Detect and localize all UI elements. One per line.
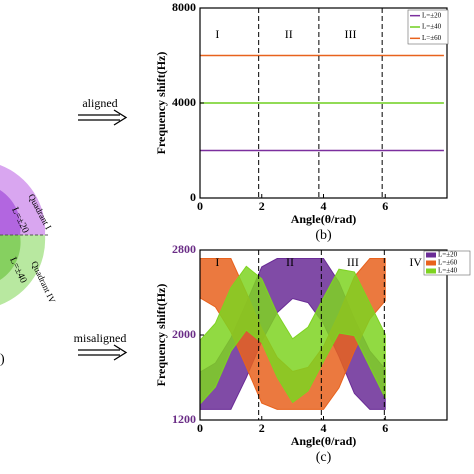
x-tick-label: 6 (382, 421, 388, 435)
diagram-label: Quadrant IV (29, 259, 57, 305)
arrow (78, 344, 128, 361)
region-label: II (285, 27, 293, 41)
arrow: aligned misaligned (74, 96, 128, 361)
legend-label: L=±40 (438, 267, 458, 275)
region-label: I (215, 27, 219, 41)
x-axis-title: Angle(θ/rad) (291, 434, 357, 448)
region-label: IV (409, 255, 422, 269)
legend-label: L=±60 (438, 259, 458, 267)
diagram: Quadrant I L=±20 L=±40 Quadrant IV ) (0, 165, 58, 367)
x-tick-label: 0 (197, 199, 203, 213)
x-tick-label: 2 (259, 199, 265, 213)
y-tick-label: 4000 (172, 95, 196, 109)
region-label: III (347, 255, 359, 269)
legend-label: L=±40 (422, 23, 442, 31)
region-label: II (286, 255, 294, 269)
inner-ring (0, 190, 21, 235)
arrow-label: misaligned (74, 331, 127, 345)
y-tick-label: 0 (190, 190, 196, 204)
x-axis-title: Angle(θ/rad) (291, 212, 357, 226)
diagram-label: ) (0, 352, 5, 367)
legend-label: L=±60 (422, 34, 442, 42)
panel-label: (c) (316, 450, 332, 465)
band (199, 265, 386, 406)
inner-ring (0, 235, 21, 280)
y-tick-label: 2000 (172, 327, 196, 341)
region-label: I (215, 255, 219, 269)
x-tick-label: 4 (321, 199, 327, 213)
y-axis-title: Frequency shift(Hz) (154, 284, 168, 387)
x-tick-label: 4 (321, 421, 327, 435)
chart: IIIIIIIV0400080000246Angle(θ/rad)Frequen… (154, 0, 449, 243)
arrow (78, 109, 128, 126)
panel-label: (b) (315, 228, 332, 243)
y-axis-title: Frequency shift(Hz) (154, 52, 168, 155)
region-label: III (345, 27, 357, 41)
x-tick-label: 0 (197, 421, 203, 435)
x-tick-label: 6 (382, 199, 388, 213)
y-tick-label: 8000 (172, 0, 196, 14)
x-tick-label: 2 (259, 421, 265, 435)
legend-swatch (426, 260, 436, 266)
y-tick-label: 2800 (172, 242, 196, 256)
legend-label: L=±20 (422, 11, 442, 19)
y-tick-label: 1200 (172, 412, 196, 426)
legend-label: L=±20 (438, 251, 458, 259)
legend-swatch (426, 252, 436, 258)
arrow-label: aligned (82, 96, 117, 110)
legend-swatch (426, 268, 436, 274)
